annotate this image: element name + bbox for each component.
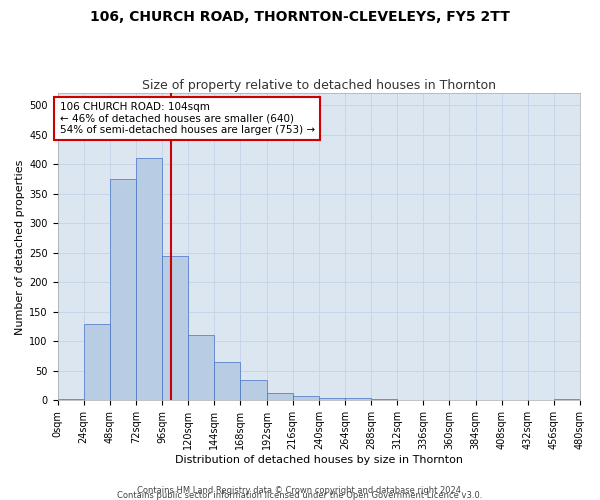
Bar [214, 362, 241, 401]
Text: Contains public sector information licensed under the Open Government Licence v3: Contains public sector information licen… [118, 491, 482, 500]
Text: 106, CHURCH ROAD, THORNTON-CLEVELEYS, FY5 2TT: 106, CHURCH ROAD, THORNTON-CLEVELEYS, FY… [90, 10, 510, 24]
Bar [319, 398, 345, 400]
Bar [293, 396, 319, 400]
Bar [110, 179, 136, 400]
Y-axis label: Number of detached properties: Number of detached properties [15, 159, 25, 334]
Title: Size of property relative to detached houses in Thornton: Size of property relative to detached ho… [142, 79, 496, 92]
Bar [136, 158, 162, 400]
Text: 106 CHURCH ROAD: 104sqm
← 46% of detached houses are smaller (640)
54% of semi-d: 106 CHURCH ROAD: 104sqm ← 46% of detache… [59, 102, 315, 135]
Text: Contains HM Land Registry data © Crown copyright and database right 2024.: Contains HM Land Registry data © Crown c… [137, 486, 463, 495]
Bar [83, 324, 110, 400]
Bar [162, 256, 188, 400]
X-axis label: Distribution of detached houses by size in Thornton: Distribution of detached houses by size … [175, 455, 463, 465]
Bar [266, 394, 293, 400]
Bar [345, 398, 371, 400]
Bar [188, 336, 214, 400]
Bar [241, 380, 266, 400]
